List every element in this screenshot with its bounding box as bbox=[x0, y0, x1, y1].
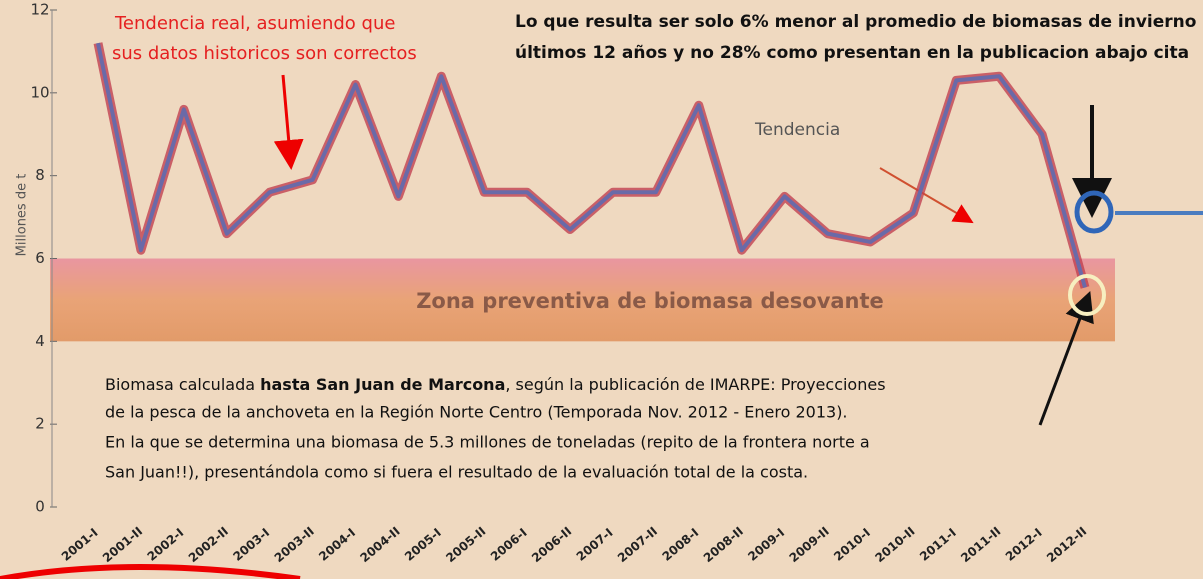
y-tick-label: 2 bbox=[35, 415, 45, 433]
annotation: Tendencia bbox=[754, 120, 840, 140]
y-tick-label: 12 bbox=[30, 1, 49, 19]
annotation: últimos 12 años y no 28% como presentan … bbox=[515, 43, 1189, 63]
y-axis-label: Millones de t bbox=[15, 174, 30, 257]
y-tick-label: 10 bbox=[30, 83, 49, 101]
note-text: Biomasa calculada bbox=[105, 375, 260, 394]
note: En la que se determina una biomasa de 5.… bbox=[105, 433, 870, 452]
annotation: Lo que resulta ser solo 6% menor al prom… bbox=[515, 12, 1196, 32]
y-tick-label: 4 bbox=[35, 332, 45, 350]
note: Biomasa calculada hasta San Juan de Marc… bbox=[105, 375, 886, 394]
note: de la pesca de la anchoveta en la Región… bbox=[105, 403, 848, 422]
chart: Zona preventiva de biomasa desovante Mil… bbox=[0, 0, 1203, 579]
y-tick-label: 0 bbox=[35, 498, 45, 516]
y-tick-label: 6 bbox=[35, 249, 45, 267]
note-text: hasta San Juan de Marcona bbox=[260, 375, 505, 394]
note-text: , según la publicación de IMARPE: Proyec… bbox=[505, 375, 885, 394]
zone-label: Zona preventiva de biomasa desovante bbox=[416, 289, 884, 313]
annotation: Tendencia real, asumiendo que bbox=[114, 13, 395, 34]
y-tick-label: 8 bbox=[35, 166, 45, 184]
note: San Juan!!), presentándola como si fuera… bbox=[105, 463, 808, 482]
annotation: sus datos historicos son correctos bbox=[112, 43, 417, 64]
